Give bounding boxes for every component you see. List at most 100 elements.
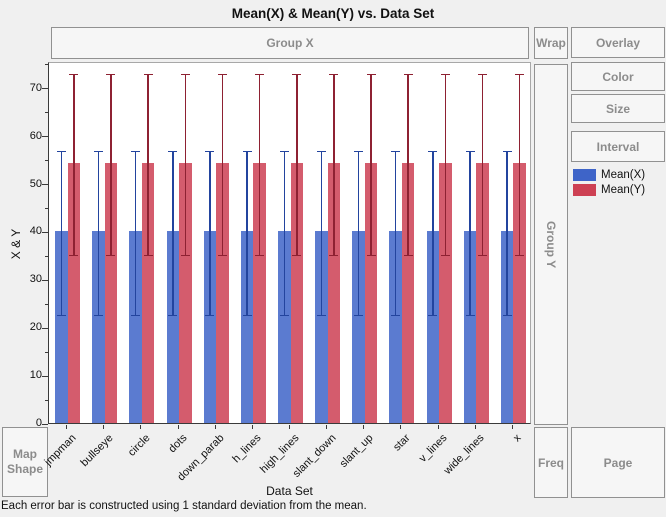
error-bar-line bbox=[246, 151, 248, 316]
error-bar-cap-bottom bbox=[217, 254, 227, 257]
error-bar-cap-top bbox=[329, 73, 339, 75]
y-tick-mark bbox=[42, 88, 48, 90]
error-bar-cap-top bbox=[428, 150, 438, 153]
error-bar-cap-bottom bbox=[515, 254, 525, 257]
bar-mean-x-[interactable] bbox=[240, 231, 254, 423]
error-bar-line bbox=[172, 151, 174, 316]
error-bar-cap-bottom bbox=[403, 254, 413, 257]
error-bar-cap-bottom bbox=[366, 254, 376, 257]
dropzone-freq[interactable]: Freq bbox=[534, 427, 568, 498]
dropzone-freq-label: Freq bbox=[537, 455, 564, 470]
bar-mean-x-[interactable] bbox=[92, 231, 105, 423]
dropzone-size[interactable]: Size bbox=[571, 94, 665, 123]
y-tick-mark bbox=[42, 279, 48, 281]
y-tick-mark bbox=[42, 423, 48, 425]
bar-mean-x-[interactable] bbox=[55, 231, 68, 423]
plot-area[interactable] bbox=[48, 62, 531, 424]
bar-mean-y-[interactable] bbox=[67, 163, 81, 423]
dropzone-wrap-label: Wrap bbox=[536, 36, 566, 50]
dropzone-size-label: Size bbox=[605, 101, 630, 116]
y-minor-tick-mark bbox=[45, 303, 48, 305]
error-bar-line bbox=[296, 74, 298, 256]
y-minor-tick-mark bbox=[45, 351, 48, 353]
error-bar-cap-top bbox=[440, 73, 450, 75]
error-bar-cap-top bbox=[502, 150, 512, 153]
dropzone-interval[interactable]: Interval bbox=[571, 131, 665, 162]
bar-mean-x-[interactable] bbox=[352, 231, 365, 423]
dropzone-page[interactable]: Page bbox=[571, 427, 665, 498]
error-bar-cap-bottom bbox=[354, 314, 364, 317]
chart-title: Mean(X) & Mean(Y) vs. Data Set bbox=[231, 6, 435, 21]
error-bar-cap-bottom bbox=[255, 254, 265, 257]
legend-item[interactable]: Mean(X) bbox=[573, 169, 645, 181]
error-bar-cap-top bbox=[279, 150, 289, 153]
dropzone-interval-label: Interval bbox=[596, 139, 640, 154]
legend-item[interactable]: Mean(Y) bbox=[573, 184, 645, 196]
bar-mean-x-[interactable] bbox=[166, 231, 180, 423]
error-bar-cap-top bbox=[316, 150, 326, 153]
dropzone-color[interactable]: Color bbox=[571, 62, 665, 91]
error-bar-line bbox=[221, 74, 224, 256]
bar-mean-x-[interactable] bbox=[278, 231, 291, 423]
error-bar-cap-bottom bbox=[292, 254, 302, 257]
y-tick-mark bbox=[42, 231, 48, 233]
x-tick-mark bbox=[66, 425, 68, 429]
bar-mean-y-[interactable] bbox=[104, 163, 118, 423]
dropzone-group-x[interactable]: Group X bbox=[51, 27, 529, 59]
error-bar-line bbox=[209, 151, 211, 316]
error-bar-cap-bottom bbox=[391, 314, 401, 317]
legend-label: Mean(Y) bbox=[601, 184, 646, 196]
error-bar-line bbox=[357, 151, 360, 316]
error-bar-cap-bottom bbox=[502, 314, 512, 317]
error-bar-line bbox=[506, 151, 508, 316]
error-bar-cap-top bbox=[515, 73, 525, 75]
bar-mean-x-[interactable] bbox=[389, 231, 402, 423]
y-minor-tick-mark bbox=[45, 255, 48, 257]
error-bar-line bbox=[147, 74, 149, 256]
bar-mean-x-[interactable] bbox=[129, 231, 142, 423]
y-minor-tick-mark bbox=[45, 208, 48, 210]
dropzone-map-shape[interactable]: Map Shape bbox=[2, 427, 48, 497]
error-bar-cap-top bbox=[354, 150, 364, 153]
bar-mean-y-[interactable] bbox=[290, 163, 303, 423]
error-bar-line bbox=[370, 74, 372, 256]
error-bar-cap-top bbox=[366, 73, 376, 75]
error-bar-cap-top bbox=[180, 73, 190, 75]
dropzone-page-label: Page bbox=[603, 455, 633, 470]
bar-mean-x-[interactable] bbox=[203, 231, 217, 423]
legend-swatch bbox=[573, 184, 596, 196]
dropzone-wrap[interactable]: Wrap bbox=[534, 27, 568, 59]
bar-mean-y-[interactable] bbox=[364, 163, 378, 423]
dropzone-map-shape-label: Map Shape bbox=[7, 447, 44, 476]
bar-mean-y-[interactable] bbox=[253, 163, 266, 423]
bar-mean-y-[interactable] bbox=[439, 163, 452, 423]
error-bar-line bbox=[97, 151, 100, 316]
bar-mean-x-[interactable] bbox=[426, 231, 440, 423]
bar-mean-x-[interactable] bbox=[463, 231, 477, 423]
error-bar-cap-bottom bbox=[428, 314, 438, 317]
bar-mean-y-[interactable] bbox=[216, 163, 229, 423]
error-bar-cap-top bbox=[478, 73, 488, 75]
bar-mean-y-[interactable] bbox=[141, 163, 155, 423]
error-bar-cap-top bbox=[465, 150, 475, 153]
dropzone-overlay[interactable]: Overlay bbox=[571, 27, 665, 58]
bar-mean-y-[interactable] bbox=[513, 163, 526, 423]
error-bar-cap-bottom bbox=[180, 254, 190, 257]
x-tick-mark bbox=[400, 425, 402, 429]
x-tick-mark bbox=[177, 425, 179, 429]
legend-label: Mean(X) bbox=[601, 169, 646, 181]
dropzone-color-label: Color bbox=[602, 69, 634, 84]
dropzone-group-y[interactable]: Group Y bbox=[534, 64, 568, 425]
bar-mean-y-[interactable] bbox=[476, 163, 489, 423]
bar-mean-y-[interactable] bbox=[179, 163, 192, 423]
bar-mean-x-[interactable] bbox=[315, 231, 328, 423]
x-tick-mark bbox=[326, 425, 328, 429]
x-tick-mark bbox=[289, 425, 290, 429]
error-bar-line bbox=[283, 151, 285, 316]
bar-mean-y-[interactable] bbox=[327, 163, 341, 423]
bar-mean-x-[interactable] bbox=[500, 231, 514, 423]
bar-mean-y-[interactable] bbox=[401, 163, 415, 423]
y-tick-label: 40 bbox=[29, 225, 42, 238]
error-bar-cap-bottom bbox=[168, 314, 178, 317]
error-bar-cap-bottom bbox=[56, 314, 66, 317]
